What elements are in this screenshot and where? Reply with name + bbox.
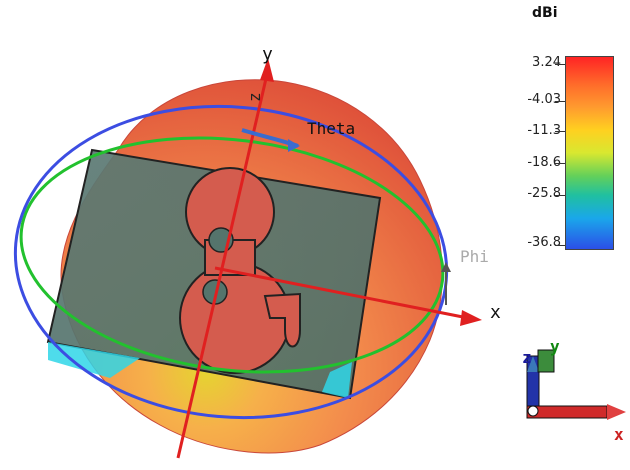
y-axis-label: y xyxy=(262,44,273,65)
colorbar-tick xyxy=(555,101,565,102)
theta-label: Theta xyxy=(307,119,355,138)
phi-ring-green xyxy=(19,136,445,374)
plate-edge-highlight-left xyxy=(48,342,140,378)
phi-label: Phi xyxy=(460,247,489,266)
colorbar-tick xyxy=(555,163,565,164)
triad-z-label: z xyxy=(522,348,532,367)
x-axis-label: x xyxy=(490,302,501,323)
colorbar-tick xyxy=(555,245,565,246)
orientation-triad: z y x xyxy=(522,337,626,444)
y-axis-arrowhead xyxy=(260,58,274,82)
colorbar-title: dBi xyxy=(532,5,558,21)
phi-indicator-arrow xyxy=(441,262,451,272)
colorbar-tick xyxy=(555,195,565,196)
x-axis-arrowhead xyxy=(460,310,482,326)
x-axis-line xyxy=(214,266,469,320)
color-scale-bar xyxy=(565,56,614,250)
colorbar-tick-label: -36.8 xyxy=(527,235,561,250)
colorbar-tick-label: -25.8 xyxy=(527,186,561,201)
colorbar-tick xyxy=(555,131,565,132)
colorbar-tick xyxy=(555,64,565,65)
triad-x-label: x xyxy=(614,425,624,444)
colorbar-tick-label: -18.6 xyxy=(527,155,561,170)
triad-y-label: y xyxy=(550,337,560,356)
plate-edge-highlight-right xyxy=(322,362,352,398)
colorbar-tick-label: -11.3 xyxy=(527,123,561,138)
z-axis-label: z xyxy=(245,92,264,102)
colorbar-tick-label: 3.24 xyxy=(532,55,561,70)
theta-arrowhead xyxy=(288,139,300,152)
colorbar-tick-label: -4.03 xyxy=(527,92,561,107)
